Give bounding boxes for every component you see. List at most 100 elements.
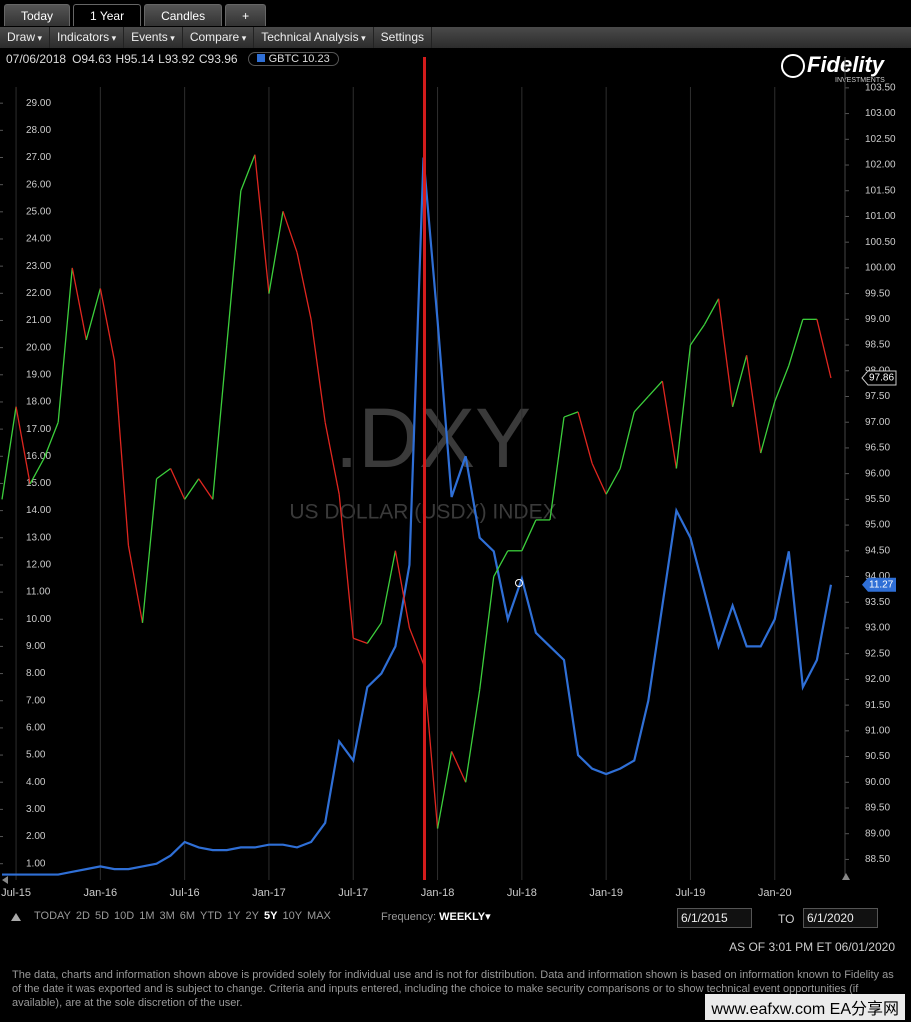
- watermark-symbol: .DXY: [335, 391, 531, 485]
- y2-tick-label: 103.50: [865, 83, 896, 94]
- range-button[interactable]: 1Y: [227, 910, 241, 922]
- menu-item[interactable]: Technical Analysis: [254, 27, 374, 48]
- date-from[interactable]: 6/1/2015: [677, 908, 752, 928]
- range-button[interactable]: 6M: [179, 910, 196, 922]
- expand[interactable]: [10, 911, 22, 923]
- segment: [661, 380, 678, 469]
- range-button[interactable]: 5D: [94, 910, 110, 922]
- segment: [591, 463, 607, 495]
- y-tick-label: 6.00: [26, 723, 46, 734]
- range-button[interactable]: 10D: [114, 910, 135, 922]
- segment: [577, 411, 593, 464]
- tab[interactable]: Today: [4, 4, 71, 26]
- y2-tick-label: 89.00: [865, 828, 890, 839]
- frequency-label: Frequency:: [381, 911, 437, 923]
- range-button[interactable]: 2Y: [245, 910, 259, 922]
- y2-tick-label: 94.00: [865, 571, 890, 582]
- segment: [338, 494, 354, 639]
- ohlc-value: 93.92: [164, 52, 195, 66]
- range-button[interactable]: 3M: [159, 910, 175, 922]
- segment: [15, 406, 31, 485]
- segment: [85, 288, 101, 341]
- y-tick-label: 8.00: [26, 668, 46, 679]
- segment: [212, 344, 228, 500]
- range-button[interactable]: 2D: [75, 910, 90, 922]
- range-button[interactable]: 5Y: [263, 910, 278, 922]
- segment: [127, 545, 144, 623]
- tab[interactable]: Candles: [144, 4, 223, 26]
- y2-tick-label: 97.00: [865, 417, 890, 428]
- segment: [465, 689, 481, 783]
- segment: [394, 550, 411, 629]
- tabs: Today 1 Year Candles +: [0, 4, 267, 26]
- y2-tick-label: 95.50: [865, 494, 890, 505]
- y2-tick-label: 99.00: [865, 314, 890, 325]
- y-tick-label: 1.00: [26, 858, 46, 869]
- scroll-left[interactable]: [2, 876, 8, 884]
- segment: [605, 468, 621, 495]
- x-tick-label: Jan-16: [84, 887, 118, 899]
- y2-tick-label: 88.50: [865, 854, 890, 865]
- segment: [71, 267, 87, 341]
- y-tick-label: 9.00: [26, 641, 46, 652]
- y2-tick-label: 91.50: [865, 700, 890, 711]
- ohlc-key: O: [72, 52, 82, 66]
- segment: [170, 468, 186, 500]
- compare-chip[interactable]: GBTC 10.23: [247, 52, 339, 66]
- x-tick-label: Jul-18: [507, 887, 537, 899]
- y-tick-label: 29.00: [26, 98, 51, 109]
- segment: [689, 324, 706, 346]
- disclaimer: The data, charts and information shown a…: [12, 969, 894, 1009]
- y-tick-label: 28.00: [26, 125, 51, 136]
- date-to[interactable]: 6/1/2020: [803, 908, 878, 928]
- range-button[interactable]: TODAY: [34, 910, 71, 922]
- ohlc-key: H: [115, 52, 125, 66]
- ranges: TODAY 2D 5D 10D 1M 3M 6M YTD 1Y 2Y 5Y 10Y MAX: [34, 910, 331, 922]
- to-label: TO: [778, 912, 795, 926]
- segment: [226, 190, 242, 346]
- y-tick-label: 7.00: [26, 695, 46, 706]
- frequency-value[interactable]: WEEKLY: [439, 911, 486, 923]
- segment: [479, 576, 495, 690]
- y2-tick-label: 102.50: [865, 134, 896, 145]
- frequency[interactable]: Frequency: WEEKLY▾: [381, 911, 491, 923]
- tab[interactable]: +: [225, 4, 267, 26]
- x-tick-label: Jan-20: [758, 887, 792, 899]
- segment: [324, 422, 340, 495]
- y2-tick-label: 101.00: [865, 211, 896, 222]
- range-button[interactable]: 10Y: [282, 910, 303, 922]
- y2-tick-label: 94.50: [865, 545, 890, 556]
- y2-tick-label: 97.50: [865, 391, 890, 402]
- segment: [647, 380, 663, 397]
- segment: [633, 396, 649, 413]
- tab[interactable]: 1 Year: [73, 4, 142, 26]
- menu-item[interactable]: Settings: [374, 27, 432, 48]
- y-tick-label: 22.00: [26, 288, 51, 299]
- segment: [268, 211, 284, 294]
- range-button[interactable]: YTD: [200, 910, 223, 922]
- segment: [493, 550, 509, 577]
- line: [2, 157, 833, 876]
- logo-icon: [781, 54, 805, 78]
- x-tick-label: Jul-17: [338, 887, 368, 899]
- range-button[interactable]: MAX: [307, 910, 331, 922]
- segment: [408, 627, 425, 665]
- scroll-arrow[interactable]: [842, 873, 850, 880]
- ohlc-key: C: [198, 52, 208, 66]
- segment: [521, 519, 537, 552]
- as-of: AS OF 3:01 PM ET 06/01/2020: [729, 940, 895, 954]
- menu-bar: DrawIndicatorsEventsCompareTechnical Ana…: [0, 27, 911, 48]
- segment: [29, 457, 45, 485]
- segment: [619, 411, 635, 469]
- y2-tick-label: 102.00: [865, 160, 896, 171]
- x-tick-label: Jul-15: [1, 887, 31, 899]
- y-tick-label: 21.00: [26, 315, 51, 326]
- ohlc-value: 95.14: [124, 52, 155, 66]
- segment: [703, 298, 720, 325]
- range-button[interactable]: 1M: [139, 910, 155, 922]
- y2-tick-label: 92.50: [865, 648, 890, 659]
- ohlc: O94.63 H95.14 L93.92 C93.96: [72, 52, 242, 66]
- ohlc-value: 93.96: [207, 52, 238, 66]
- segment: [380, 550, 397, 623]
- segment: [156, 467, 171, 480]
